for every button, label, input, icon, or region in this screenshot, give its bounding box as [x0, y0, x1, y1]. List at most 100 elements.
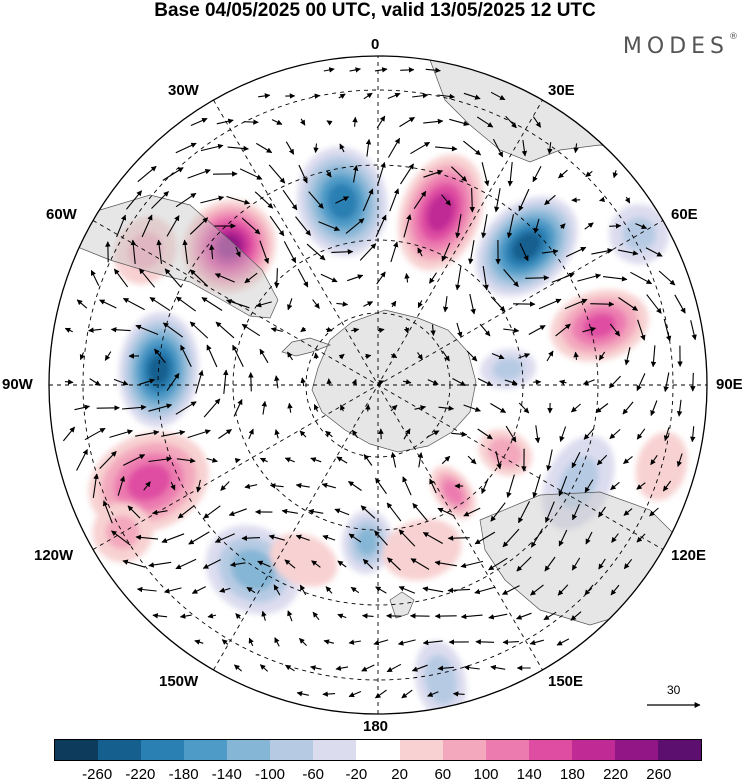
wind-vector-arrow — [92, 473, 99, 498]
wind-vector-arrow — [452, 378, 466, 386]
wind-vector-arrow — [201, 297, 223, 311]
wind-vectors — [62, 67, 697, 699]
wind-vector-arrow — [490, 502, 506, 522]
wind-vector-arrow — [401, 689, 413, 699]
wind-vector-arrow — [348, 533, 362, 543]
wind-vector-arrow — [325, 326, 333, 333]
wind-vector-arrow — [530, 584, 544, 596]
wind-vector-arrow — [414, 405, 427, 411]
wind-vector-arrow — [690, 320, 697, 341]
wind-vector-arrow — [610, 481, 620, 491]
wind-vector-arrow — [505, 425, 517, 443]
wind-vector-arrow — [363, 92, 373, 100]
wind-vector-arrow — [284, 457, 295, 463]
wind-vector-arrow — [495, 450, 502, 470]
wind-vector-arrow — [565, 246, 587, 258]
wind-vector-arrow — [558, 529, 568, 547]
wind-vector-arrow — [214, 273, 235, 283]
wind-vector-arrow — [122, 297, 145, 311]
wind-vector-arrow — [90, 269, 100, 286]
wind-vector-arrow — [441, 194, 451, 206]
wind-vector-arrow — [422, 586, 444, 593]
colorbar-tick-label: 220 — [603, 766, 629, 783]
wind-vector-arrow — [136, 586, 157, 593]
wind-vector-arrow — [490, 664, 506, 671]
wind-vector-arrow — [434, 560, 457, 567]
wind-vector-arrow — [89, 378, 101, 386]
wind-vector-arrow — [477, 428, 493, 440]
wind-vector-arrow — [543, 611, 557, 621]
wind-vector-arrow — [460, 613, 483, 620]
wind-vector-arrow — [618, 297, 639, 311]
wind-vector-arrow — [386, 502, 402, 522]
wind-vector-arrow — [148, 456, 173, 463]
wind-vector-arrow — [624, 196, 631, 204]
wind-vector-arrow — [538, 298, 562, 310]
anomaly-pos-70e — [550, 289, 649, 362]
wind-vector-arrow — [599, 196, 606, 203]
wind-vector-arrow — [573, 143, 579, 154]
anomaly-pos-75w — [113, 216, 177, 285]
wind-vector-arrow — [312, 611, 320, 621]
wind-vector-arrow — [313, 403, 319, 412]
wind-vector-arrow — [196, 479, 202, 493]
wind-vector-arrow — [506, 214, 515, 239]
wind-vector-arrow — [352, 165, 359, 183]
colorbar-segment — [98, 740, 142, 760]
map-boundary — [48, 55, 708, 715]
wind-vector-arrow — [296, 691, 309, 697]
wind-vector-arrow — [190, 117, 208, 127]
wind-vector-arrow — [521, 140, 528, 157]
wind-vector-arrow — [582, 379, 595, 385]
colorbar-segment — [227, 740, 271, 760]
registered-mark: ® — [729, 32, 738, 42]
wind-vector-arrow — [463, 92, 481, 100]
colorbar — [54, 739, 702, 761]
wind-vector-arrow — [64, 379, 74, 385]
wind-vector-arrow — [182, 239, 189, 264]
colorbar-segment — [485, 740, 529, 760]
wind-vector-arrow — [246, 586, 256, 594]
wind-vector-arrow — [273, 584, 281, 596]
wind-vector-arrow — [297, 268, 309, 288]
wind-vector-arrow — [463, 507, 481, 517]
wind-vector-arrow — [502, 639, 519, 645]
wind-vector-arrow — [175, 142, 197, 154]
colorbar-tick-label: -20 — [345, 766, 368, 783]
lon-label-150w: 150W — [159, 673, 199, 690]
wind-vector-arrow — [300, 118, 306, 126]
wind-vector-arrow — [390, 241, 399, 263]
wind-vector-arrow — [481, 214, 488, 239]
colorbar-tick-label: -100 — [254, 766, 286, 783]
wind-vector-arrow — [674, 294, 686, 314]
wind-vector-arrow — [577, 273, 602, 282]
wind-vector-arrow — [99, 299, 117, 309]
wind-vector-arrow — [234, 457, 241, 464]
anomaly-neg-45e — [475, 196, 578, 297]
colorbar-tick-label: -180 — [168, 766, 199, 783]
wind-vector-arrow — [200, 143, 224, 152]
wind-vector-arrow — [269, 215, 285, 237]
wind-vector-arrow — [259, 457, 268, 463]
wind-vector-arrow — [455, 266, 462, 291]
wind-vector-arrow — [429, 272, 437, 284]
wind-vector-arrow — [390, 451, 397, 468]
wind-vector-arrow — [413, 190, 427, 210]
wind-vector-arrow — [426, 430, 440, 438]
wind-vector-arrow — [410, 141, 431, 155]
wind-vector-arrow — [455, 214, 462, 239]
wind-vector-arrow — [189, 269, 209, 287]
wind-vector-arrow — [463, 664, 480, 671]
lon-label-0: 0 — [371, 36, 380, 53]
wind-vector-arrow — [505, 115, 517, 129]
wind-vector-arrow — [532, 474, 541, 499]
anomaly-contour-level — [127, 231, 163, 270]
wind-vector-arrow — [202, 559, 221, 569]
wind-vector-arrow — [559, 426, 567, 443]
meridian-lines — [49, 56, 707, 714]
wind-vector-arrow — [361, 664, 375, 672]
wind-vector-arrow — [559, 223, 566, 230]
wind-vector-arrow — [598, 506, 606, 518]
wind-vector-arrow — [163, 587, 182, 594]
colorbar-tick-label: 20 — [391, 766, 408, 783]
